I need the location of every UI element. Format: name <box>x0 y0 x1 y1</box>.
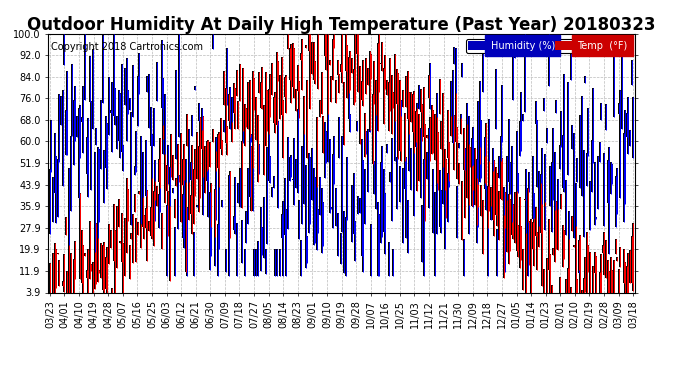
Title: Outdoor Humidity At Daily High Temperature (Past Year) 20180323: Outdoor Humidity At Daily High Temperatu… <box>28 16 656 34</box>
Text: Copyright 2018 Cartronics.com: Copyright 2018 Cartronics.com <box>51 42 204 51</box>
Legend: Humidity (%), Temp  (°F): Humidity (%), Temp (°F) <box>466 39 629 53</box>
